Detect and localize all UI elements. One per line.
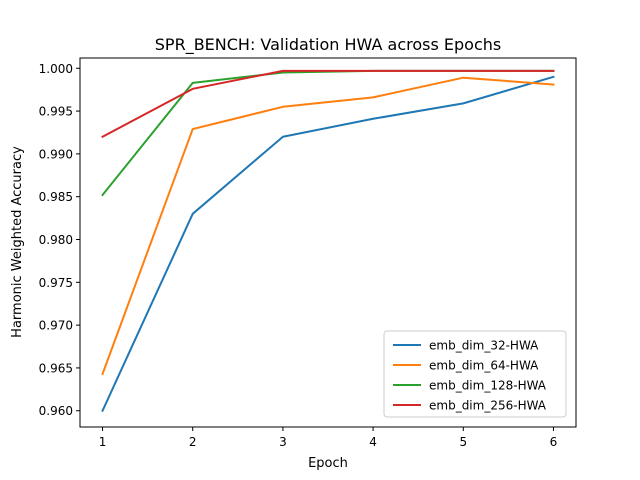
series-lines [101, 69, 555, 413]
y-tick-label: 0.965 [39, 361, 73, 375]
legend-box [383, 330, 567, 418]
x-tick-label: 6 [550, 435, 558, 449]
y-tick-label: 0.960 [39, 404, 73, 418]
legend-entry-label: emb_dim_256-HWA [429, 399, 547, 413]
y-axis-ticks: 0.960 0.965 0.970 0.975 0.980 0.985 0.990 0.995… [39, 62, 80, 418]
legend-entry-label: emb_dim_32-HWA [429, 339, 539, 353]
x-tick-label: 2 [189, 435, 197, 449]
x-axis-ticks: 1 2 3 4 5 6 [99, 427, 558, 449]
x-tick-label: 1 [99, 435, 107, 449]
x-tick-label: 4 [369, 435, 377, 449]
series-line-emb_dim_256-HWA [101, 69, 555, 139]
plot-area-frame [79, 57, 577, 428]
chart-title: SPR_BENCH: Validation HWA across Epochs [155, 35, 501, 55]
legend-entry-label: emb_dim_128-HWA [429, 379, 547, 393]
x-tick-label: 3 [279, 435, 287, 449]
series-line-emb_dim_32-HWA [101, 75, 555, 413]
y-tick-label: 0.980 [39, 233, 73, 247]
y-tick-label: 0.995 [39, 105, 73, 119]
legend-entry-label: emb_dim_64-HWA [429, 359, 539, 373]
x-axis-label: Epoch [308, 456, 348, 471]
y-tick-label: 0.970 [39, 319, 73, 333]
legend: emb_dim_32-HWA emb_dim_64-HWA emb_dim_128-… [383, 330, 567, 418]
y-tick-label: 0.990 [39, 147, 73, 161]
y-tick-label: 0.985 [39, 190, 73, 204]
series-line-emb_dim_64-HWA [101, 76, 555, 376]
x-tick-label: 5 [459, 435, 467, 449]
y-tick-label: 1.000 [39, 62, 73, 76]
y-axis-label: Harmonic Weighted Accuracy [10, 146, 25, 338]
y-tick-label: 0.975 [39, 276, 73, 290]
